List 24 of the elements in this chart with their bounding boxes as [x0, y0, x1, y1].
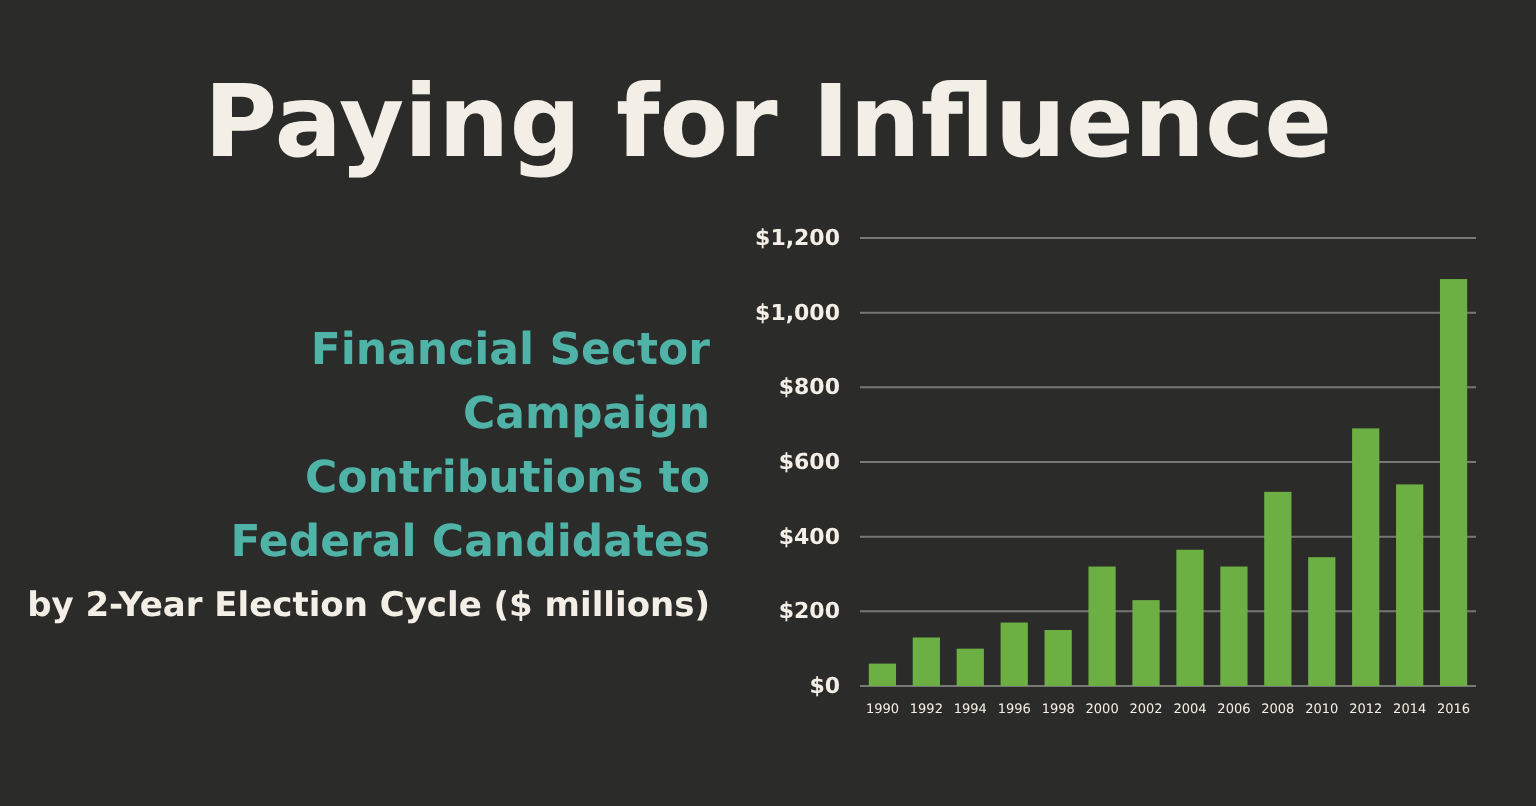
bar [1176, 549, 1204, 686]
bar [1044, 630, 1072, 686]
bar [1439, 279, 1468, 686]
bar [1352, 428, 1380, 686]
y-tick-label: $400 [778, 523, 841, 550]
bar [1000, 622, 1028, 686]
y-tick-label: $1,000 [755, 299, 841, 326]
chart-title: Paying for Influence [203, 64, 1333, 180]
y-tick-label: $600 [778, 449, 841, 476]
y-tick-label: $0 [809, 673, 841, 700]
bar [956, 648, 984, 686]
text: by 2-Year Election Cycle ($ millions) [27, 586, 710, 626]
bar [1264, 491, 1292, 686]
bar [1088, 566, 1116, 686]
bar [868, 663, 897, 686]
text: Financial Sector Campaign Contributions to Federal Candidates [230, 326, 711, 568]
bar [1308, 557, 1336, 686]
bar [1220, 566, 1248, 686]
bar [1132, 600, 1160, 686]
bar [1396, 484, 1424, 686]
y-tick-label: $200 [778, 598, 841, 625]
y-tick-label: $1,200 [755, 225, 841, 252]
bar [912, 637, 940, 686]
y-tick-label: $800 [778, 374, 841, 401]
